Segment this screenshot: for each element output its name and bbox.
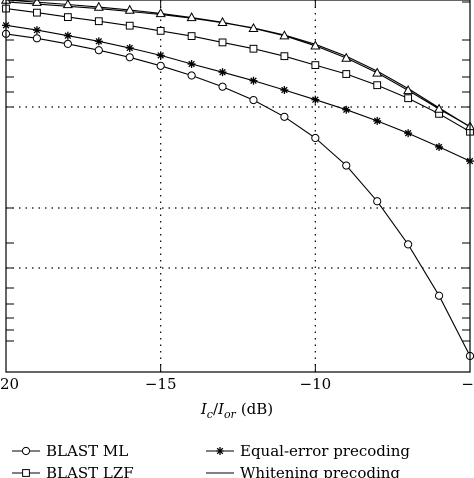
legend-item-equal-error-precoding: Equal-error precoding [206,442,410,460]
data-point-blast-ml [156,61,165,70]
data-point-equal-error-precoding [373,116,382,125]
data-point-equal-error-precoding [249,76,258,85]
data-point-equal-error-precoding [311,95,320,104]
data-point-blast-lzf [311,61,320,70]
data-point-blast-ml [32,34,42,43]
data-point-blast-lzf [342,70,351,78]
series-layer [0,0,474,361]
legend-item-whitening-precoding: Whitening precoding [206,464,400,478]
x-axis-ticks: 20 −15 −10 − [0,0,474,393]
x-axis-label: Ic/Ior (dB) [200,400,273,421]
series-blast-ml [1,29,474,361]
series-equal-error-precoding [2,21,474,166]
data-point-blast-lzf [249,44,258,53]
data-point-triangle [124,4,135,14]
data-point-blast-ml [218,82,227,91]
data-point-blast-ml [187,71,196,80]
x-tick-label: − [461,375,474,393]
data-point-equal-error-precoding [342,105,351,114]
legend-marker [22,469,30,477]
data-point-blast-lzf [373,81,382,90]
data-point-equal-error-precoding [94,37,103,46]
data-point-blast-ml [342,161,351,170]
legend-label: BLAST LZF [46,464,134,478]
legend-label: Equal-error precoding [240,442,410,460]
data-point-equal-error-precoding [218,68,227,77]
data-point-triangle [93,1,104,11]
series-line-triangle [5,0,471,127]
data-point-blast-lzf [218,38,227,47]
legend-item-blast-lzf: BLAST LZF [12,464,134,478]
series-line-blast-lzf [5,8,471,133]
data-point-blast-ml [404,240,413,249]
data-point-blast-lzf [94,17,103,26]
data-point-triangle [403,84,414,95]
data-point-blast-lzf [280,52,289,61]
legend: BLAST ML BLAST LZF Equal-error precoding Wh… [12,442,410,478]
data-point-blast-ml [249,95,258,105]
data-point-blast-lzf [156,26,165,35]
data-point-blast-lzf [125,21,134,30]
data-point-blast-lzf [33,8,41,17]
data-point-equal-error-precoding [156,51,165,60]
legend-item-blast-ml: BLAST ML [12,442,128,460]
data-point-equal-error-precoding [187,59,196,68]
data-point-blast-ml [125,53,134,62]
data-point-triangle [434,103,445,113]
data-point-equal-error-precoding [63,31,72,40]
data-point-blast-ml [311,133,320,143]
data-point-equal-error-precoding [125,43,134,52]
data-point-triangle [217,16,228,27]
plot-frame [5,0,471,373]
data-point-triangle [31,0,42,6]
data-point-blast-lzf [63,13,72,22]
data-point-triangle [372,67,383,77]
data-point-equal-error-precoding [404,129,413,138]
data-point-blast-ml [434,291,444,300]
data-point-triangle [155,7,166,18]
legend-marker [21,446,31,456]
legend-marker [216,447,224,455]
data-point-blast-ml [280,112,289,121]
data-point-triangle [62,0,73,9]
x-tick-label: −10 [300,375,332,393]
plot-border [5,0,471,373]
data-point-triangle [248,22,259,32]
data-point-equal-error-precoding [435,142,444,151]
data-point-equal-error-precoding [32,26,41,35]
data-point-blast-lzf [187,32,196,40]
series-line-equal-error-precoding [5,24,471,162]
x-tick-label: 20 [0,375,19,393]
x-tick-label: −15 [145,375,177,393]
data-point-triangle [310,40,321,50]
legend-label: Whitening precoding [240,464,400,478]
data-point-blast-ml [94,46,103,55]
series-blast-lzf [2,4,474,136]
data-point-triangle [279,30,290,40]
data-point-blast-ml [63,39,72,48]
data-point-blast-ml [373,197,382,206]
series-line-blast-ml [5,33,471,357]
legend-label: BLAST ML [46,442,128,460]
data-point-equal-error-precoding [280,86,289,95]
data-point-triangle [341,52,352,62]
data-point-blast-lzf [404,94,413,103]
data-point-triangle [186,12,197,22]
